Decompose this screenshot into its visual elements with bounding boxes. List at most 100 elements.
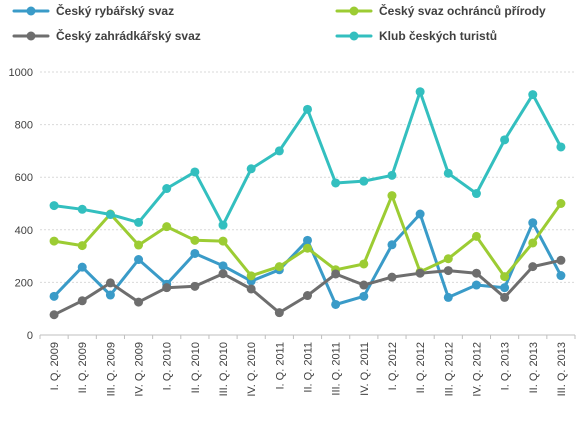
data-point — [331, 178, 341, 188]
legend-marker — [349, 6, 359, 16]
data-point — [49, 201, 59, 211]
legend-marker — [26, 31, 36, 41]
legend-item: Český rybářský svaz — [12, 3, 174, 18]
legend-marker — [26, 6, 36, 16]
data-point — [443, 168, 453, 178]
x-tick-label: II. Q. 2013 — [528, 342, 540, 393]
data-point — [500, 292, 510, 302]
data-point — [556, 142, 566, 152]
data-point — [387, 272, 397, 282]
x-tick-label: III. Q. 2011 — [331, 342, 343, 396]
series-group — [49, 209, 566, 309]
data-point — [443, 254, 453, 264]
data-point — [303, 235, 312, 245]
series-group — [49, 87, 566, 230]
data-point — [190, 167, 200, 177]
x-tick-label: II. Q. 2011 — [303, 342, 315, 393]
data-point — [218, 220, 228, 230]
y-tick-label: 1000 — [9, 67, 33, 79]
data-point — [162, 222, 172, 232]
legend-item: Klub českých turistů — [335, 29, 497, 43]
x-axis: I. Q. 2009 II. Q. 2009 III. Q. 2009 IV. Q. … — [39, 335, 576, 397]
y-tick-label: 800 — [15, 120, 33, 132]
x-tick-label: II. Q. 2009 — [77, 342, 89, 393]
data-point — [500, 135, 510, 145]
data-point — [218, 236, 228, 246]
data-point — [528, 238, 538, 248]
data-point — [303, 291, 312, 301]
data-point — [359, 291, 369, 301]
x-tick-label: IV. Q. 2010 — [246, 342, 258, 397]
data-point — [134, 297, 144, 307]
data-point — [303, 104, 312, 114]
legend-item: Český svaz ochránců přírody — [335, 3, 546, 18]
data-point — [387, 191, 397, 201]
data-point — [105, 290, 115, 300]
x-tick-label: IV. Q. 2011 — [359, 342, 371, 396]
data-point — [246, 271, 256, 281]
data-point — [556, 199, 566, 208]
x-tick-label: I. Q. 2009 — [49, 342, 61, 390]
data-point — [556, 255, 566, 265]
data-point — [471, 268, 481, 278]
y-tick-label: 600 — [15, 172, 33, 184]
data-point — [331, 269, 341, 279]
data-point — [218, 261, 228, 271]
data-point — [274, 308, 284, 318]
data-point — [190, 235, 200, 245]
data-point — [387, 240, 397, 250]
data-point — [134, 240, 144, 250]
data-point — [415, 209, 425, 219]
legend-label: Český svaz ochránců přírody — [379, 3, 546, 18]
data-point — [443, 266, 453, 276]
data-point — [49, 310, 59, 320]
data-point — [190, 281, 200, 291]
data-point — [471, 280, 481, 290]
data-point — [331, 299, 341, 309]
data-point — [359, 280, 369, 290]
x-tick-label: II. Q. 2010 — [190, 342, 202, 393]
x-tick-label: IV. Q. 2012 — [471, 342, 483, 397]
data-point — [77, 204, 87, 214]
data-point — [218, 269, 228, 279]
data-point — [190, 248, 200, 258]
y-axis: 0 200 400 600 800 1000 — [9, 67, 33, 342]
y-tick-label: 200 — [15, 277, 33, 289]
data-point — [443, 292, 453, 302]
data-point — [134, 255, 144, 265]
series-layer — [49, 87, 566, 320]
data-point — [49, 291, 59, 301]
data-point — [246, 164, 256, 174]
data-point — [77, 296, 87, 306]
x-tick-label: III. Q. 2009 — [105, 342, 117, 396]
x-tick-label: I. Q. 2012 — [387, 342, 399, 390]
data-point — [471, 189, 481, 199]
legend-item: Český zahrádkářský svaz — [12, 28, 201, 43]
x-tick-label: IV. Q. 2009 — [134, 342, 146, 397]
x-tick-label: III. Q. 2010 — [218, 342, 230, 396]
x-tick-label: II. Q. 2012 — [415, 342, 427, 393]
data-point — [556, 271, 566, 281]
data-point — [500, 283, 510, 293]
legend: Český rybářský svaz Český svaz ochránců p… — [12, 3, 546, 43]
data-point — [162, 283, 172, 293]
data-point — [471, 231, 481, 241]
data-point — [359, 176, 369, 186]
data-point — [105, 210, 115, 220]
data-point — [274, 146, 284, 156]
legend-label: Klub českých turistů — [379, 29, 497, 43]
x-tick-label: I. Q. 2010 — [162, 342, 174, 390]
legend-label: Český zahrádkářský svaz — [56, 28, 201, 43]
x-tick-label: I. Q. 2011 — [274, 342, 286, 390]
data-point — [162, 184, 172, 194]
data-point — [246, 284, 256, 294]
data-point — [105, 278, 115, 288]
data-point — [387, 170, 397, 180]
data-point — [528, 90, 538, 100]
x-tick-label: III. Q. 2013 — [556, 342, 568, 396]
data-point — [359, 259, 369, 269]
data-point — [77, 241, 87, 251]
series-line — [52, 212, 563, 306]
x-tick-label: I. Q. 2013 — [500, 342, 512, 390]
